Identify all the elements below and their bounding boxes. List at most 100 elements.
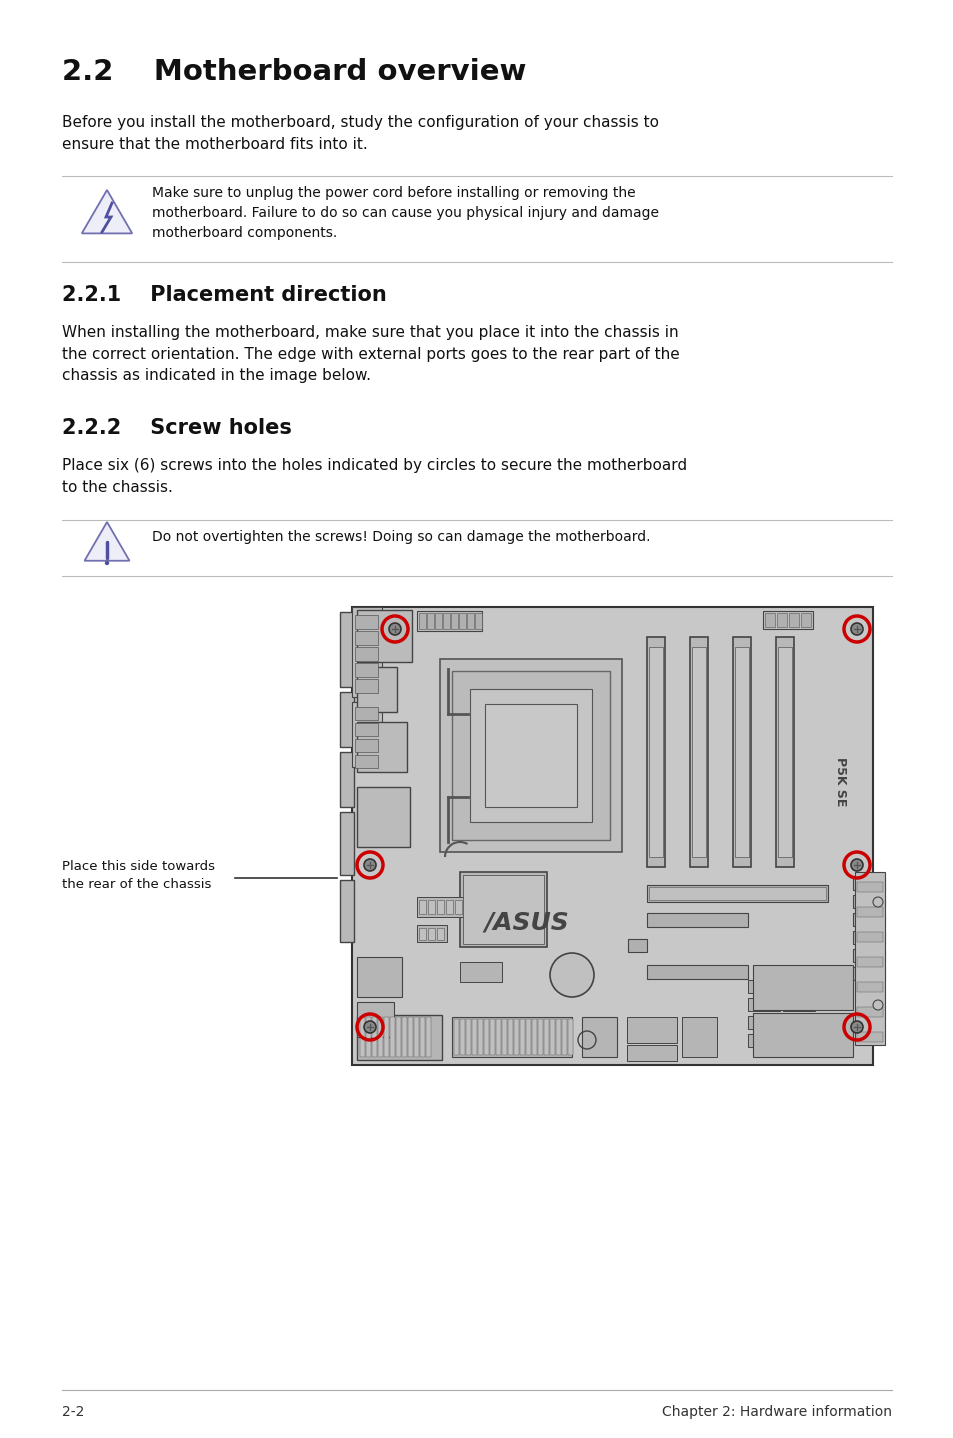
- Bar: [401, 1017, 407, 1057]
- Polygon shape: [85, 522, 130, 561]
- Text: 2.2.2    Screw holes: 2.2.2 Screw holes: [62, 418, 292, 439]
- Bar: [747, 998, 780, 1011]
- Bar: [648, 647, 662, 857]
- Bar: [366, 1017, 371, 1057]
- Bar: [734, 647, 748, 857]
- Bar: [454, 1020, 458, 1055]
- Circle shape: [105, 561, 109, 565]
- Text: Make sure to unplug the power cord before installing or removing the
motherboard: Make sure to unplug the power cord befor…: [152, 186, 659, 240]
- Text: Place this side towards
the rear of the chassis: Place this side towards the rear of the …: [62, 860, 214, 892]
- Circle shape: [550, 953, 594, 997]
- Bar: [435, 613, 441, 628]
- Circle shape: [850, 1021, 862, 1032]
- Bar: [352, 607, 872, 1066]
- Bar: [436, 928, 443, 940]
- Bar: [646, 884, 827, 902]
- Bar: [567, 1020, 573, 1055]
- Bar: [418, 928, 426, 940]
- Text: 2-2: 2-2: [62, 1405, 84, 1419]
- Bar: [428, 928, 435, 940]
- Bar: [483, 1020, 489, 1055]
- Bar: [747, 1017, 780, 1030]
- Circle shape: [872, 999, 882, 1009]
- Text: 2.2.1    Placement direction: 2.2.1 Placement direction: [62, 285, 386, 305]
- Circle shape: [850, 858, 862, 871]
- Bar: [428, 900, 435, 915]
- Bar: [339, 692, 354, 746]
- Bar: [852, 877, 884, 890]
- Bar: [501, 1020, 506, 1055]
- Bar: [355, 739, 377, 752]
- Bar: [416, 611, 481, 631]
- Bar: [452, 1017, 572, 1057]
- Bar: [418, 900, 426, 915]
- Bar: [408, 1017, 413, 1057]
- Bar: [747, 981, 780, 994]
- Bar: [356, 722, 407, 772]
- Bar: [459, 962, 501, 982]
- Bar: [355, 679, 377, 693]
- Bar: [339, 812, 354, 874]
- Bar: [561, 1020, 566, 1055]
- Bar: [442, 613, 450, 628]
- Bar: [477, 1020, 482, 1055]
- Bar: [355, 615, 377, 628]
- Bar: [854, 871, 884, 1045]
- Bar: [507, 1020, 513, 1055]
- Bar: [852, 949, 884, 962]
- Bar: [459, 1020, 464, 1055]
- Bar: [356, 610, 412, 661]
- Bar: [416, 925, 447, 942]
- Bar: [852, 913, 884, 926]
- Bar: [581, 1017, 617, 1057]
- Bar: [355, 663, 377, 677]
- Bar: [788, 613, 799, 627]
- Bar: [356, 1015, 441, 1060]
- Bar: [446, 900, 453, 915]
- Bar: [462, 874, 543, 943]
- Circle shape: [872, 897, 882, 907]
- Text: Chapter 2: Hardware information: Chapter 2: Hardware information: [661, 1405, 891, 1419]
- Text: Place six (6) screws into the holes indicated by circles to secure the motherboa: Place six (6) screws into the holes indi…: [62, 457, 686, 495]
- Bar: [626, 1017, 677, 1043]
- Bar: [419, 1017, 424, 1057]
- Bar: [436, 900, 443, 915]
- Bar: [732, 637, 750, 867]
- Bar: [689, 637, 707, 867]
- Bar: [626, 1045, 677, 1061]
- Bar: [355, 755, 377, 768]
- Text: /ASUS: /ASUS: [484, 910, 569, 935]
- Bar: [778, 647, 791, 857]
- Bar: [377, 1017, 382, 1057]
- Bar: [455, 900, 461, 915]
- Bar: [470, 689, 592, 823]
- Bar: [852, 894, 884, 907]
- Bar: [627, 939, 646, 952]
- Bar: [764, 613, 774, 627]
- Bar: [856, 982, 882, 992]
- Circle shape: [364, 1021, 375, 1032]
- Bar: [519, 1020, 524, 1055]
- Bar: [451, 613, 457, 628]
- Bar: [782, 981, 814, 994]
- Bar: [550, 1020, 555, 1055]
- Bar: [801, 613, 810, 627]
- Bar: [852, 966, 884, 981]
- Bar: [537, 1020, 542, 1055]
- Bar: [339, 613, 354, 687]
- Bar: [352, 702, 381, 766]
- Bar: [556, 1020, 560, 1055]
- Bar: [372, 1017, 376, 1057]
- Text: Before you install the motherboard, study the configuration of your chassis to
e: Before you install the motherboard, stud…: [62, 115, 659, 151]
- Bar: [776, 613, 786, 627]
- Bar: [427, 613, 434, 628]
- Bar: [752, 1012, 852, 1057]
- Bar: [856, 1032, 882, 1043]
- Bar: [459, 871, 546, 948]
- Bar: [543, 1020, 548, 1055]
- Circle shape: [364, 858, 375, 871]
- Bar: [525, 1020, 531, 1055]
- Bar: [752, 965, 852, 1009]
- Bar: [356, 1002, 394, 1037]
- Circle shape: [389, 623, 400, 636]
